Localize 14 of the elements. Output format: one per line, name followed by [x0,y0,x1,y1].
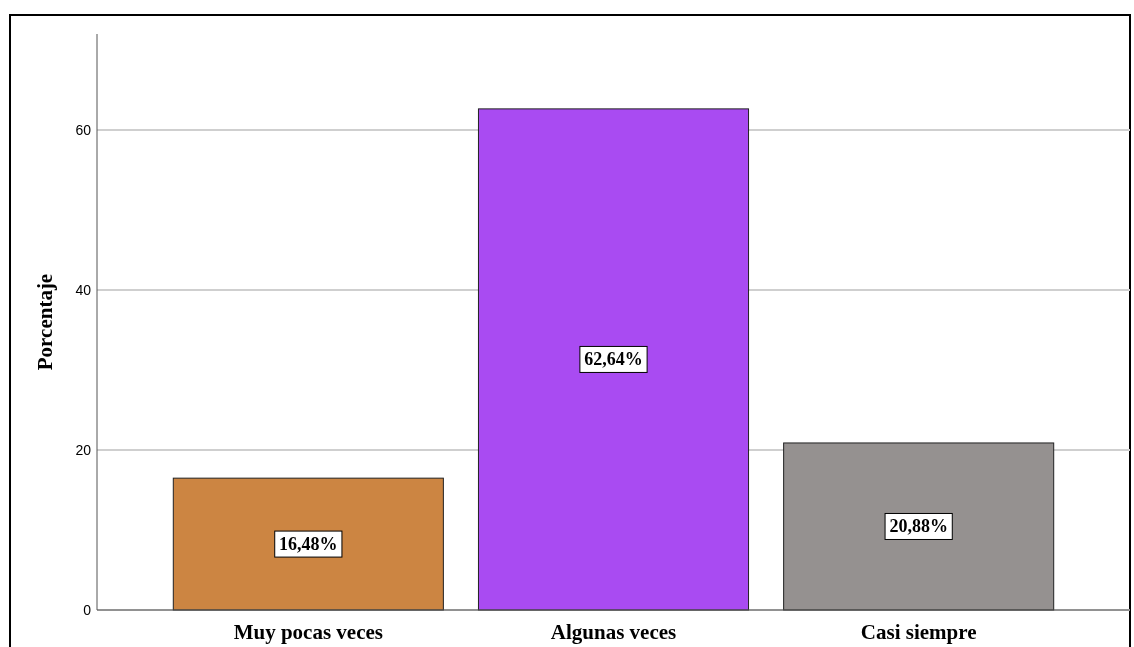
x-tick-label: Algunas veces [550,620,677,644]
y-tick-label: 60 [75,122,92,138]
y-tick-label: 40 [75,282,92,298]
y-tick-label: 20 [75,442,92,458]
data-label: 16,48% [279,534,338,555]
y-tick-label: 0 [83,602,92,618]
bar [477,108,750,611]
bar [783,442,1055,611]
bar [172,477,444,611]
y-axis-title: Porcentaje [33,273,57,371]
x-tick-label: Casi siempre [860,620,977,644]
data-label: 62,64% [584,349,643,370]
x-tick-label: Muy pocas veces [233,620,383,644]
data-label: 20,88% [889,516,948,537]
